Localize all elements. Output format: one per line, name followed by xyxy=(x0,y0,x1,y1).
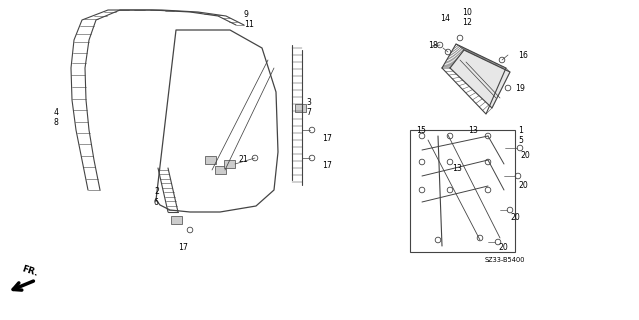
Bar xyxy=(295,104,305,112)
Bar xyxy=(171,216,181,224)
Text: 7: 7 xyxy=(306,108,311,116)
Text: 8: 8 xyxy=(54,117,59,126)
Text: 19: 19 xyxy=(515,84,525,92)
Text: 6: 6 xyxy=(154,197,159,206)
Text: 13: 13 xyxy=(452,164,462,172)
Bar xyxy=(224,160,236,168)
Text: 12: 12 xyxy=(462,18,472,27)
Text: 2: 2 xyxy=(154,188,159,196)
Text: FR.: FR. xyxy=(20,264,39,278)
Text: 4: 4 xyxy=(54,108,59,116)
Text: 20: 20 xyxy=(510,212,520,221)
Text: 13: 13 xyxy=(468,125,478,134)
Text: 5: 5 xyxy=(518,135,523,145)
Text: 1: 1 xyxy=(518,125,523,134)
Text: 15: 15 xyxy=(416,125,426,134)
Text: 20: 20 xyxy=(498,244,508,252)
Text: 18: 18 xyxy=(428,42,438,51)
Bar xyxy=(215,166,226,174)
Text: 17: 17 xyxy=(322,133,332,142)
Text: 9: 9 xyxy=(244,10,249,19)
Text: 16: 16 xyxy=(518,51,528,60)
Text: 20: 20 xyxy=(520,150,530,159)
Text: 17: 17 xyxy=(322,161,332,170)
Text: 10: 10 xyxy=(462,7,472,17)
Bar xyxy=(204,156,215,164)
Polygon shape xyxy=(450,50,510,108)
Text: 20: 20 xyxy=(518,180,528,189)
Bar xyxy=(410,130,515,252)
Text: 14: 14 xyxy=(440,13,450,22)
Text: SZ33-B5400: SZ33-B5400 xyxy=(485,257,525,263)
Text: 3: 3 xyxy=(306,98,311,107)
Text: 11: 11 xyxy=(244,20,254,28)
Text: 17: 17 xyxy=(178,244,188,252)
Text: 21: 21 xyxy=(238,156,248,164)
